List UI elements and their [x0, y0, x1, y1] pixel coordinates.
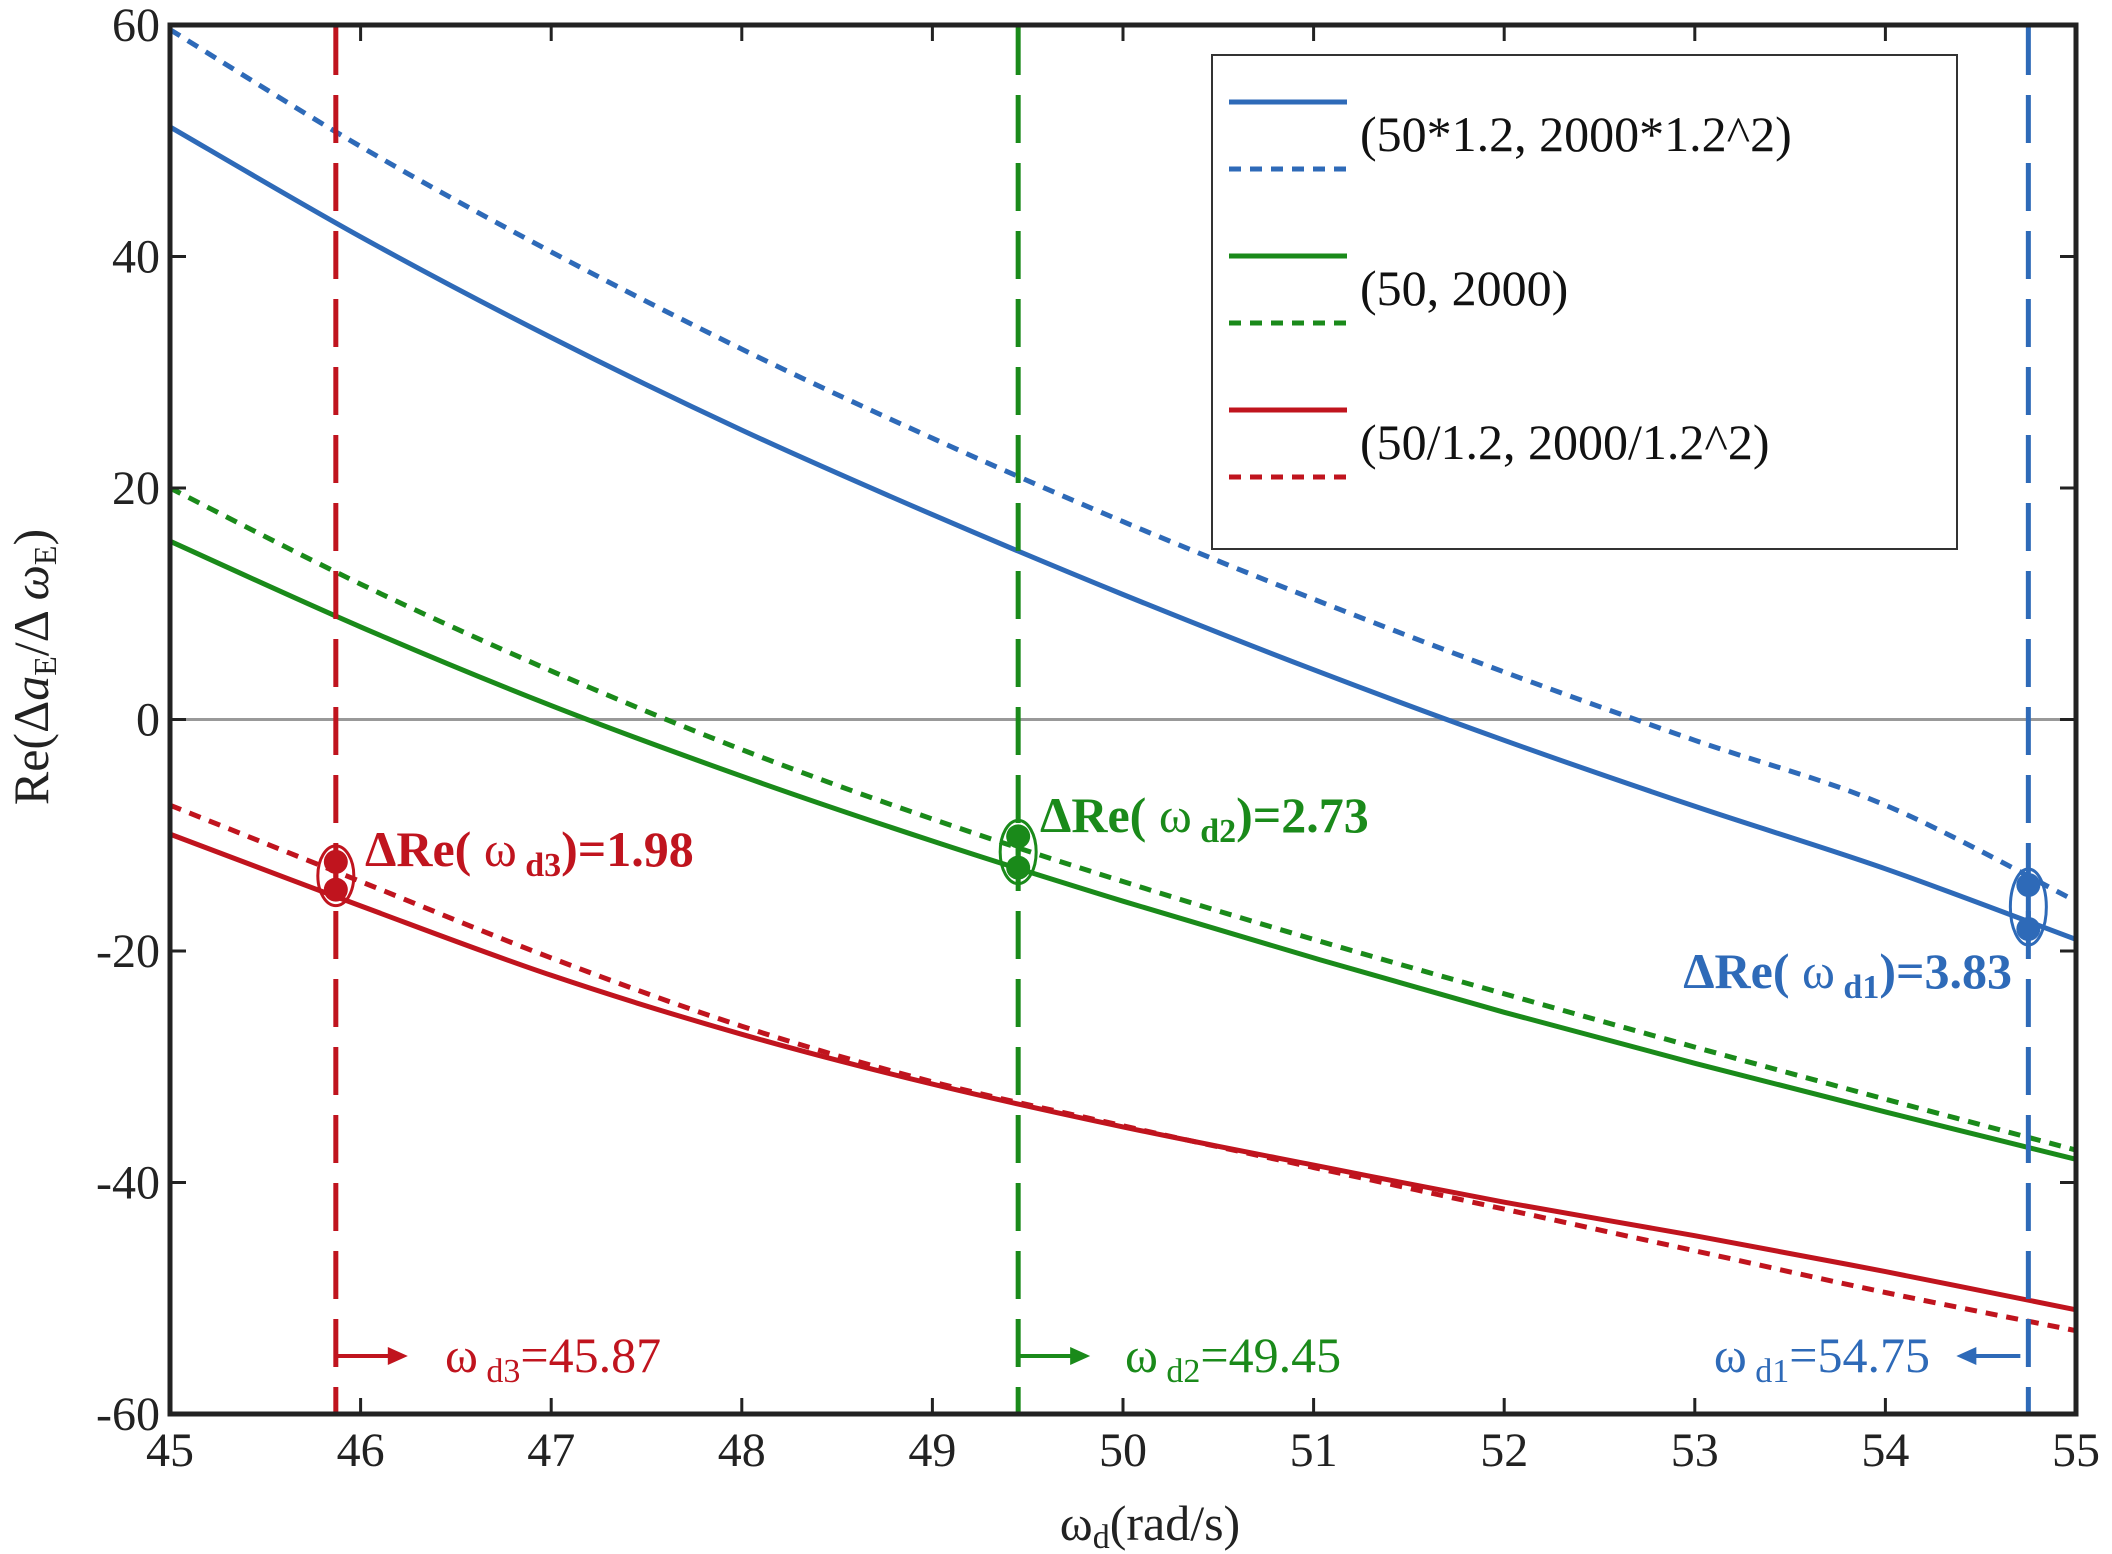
x-tick-label: 45: [146, 1424, 194, 1477]
legend-label-2: (50, 2000): [1360, 260, 1568, 316]
series-line-4-dashed: [168, 485, 2077, 1153]
legend: (50*1.2, 2000*1.2^2) (50, 2000) (50/1.2, 2…: [1211, 54, 1958, 550]
x-tick-label: 46: [337, 1424, 385, 1477]
x-axis-title: ωd(rad/s): [1060, 1495, 1240, 1554]
annotation-d2: ΔRe( ω d2)=2.73: [1040, 787, 1369, 850]
marker-point-dashed-d2: [1006, 824, 1031, 849]
marker-point-solid-d3: [323, 877, 348, 902]
omega-label-d3: ω d3=45.87: [445, 1327, 661, 1390]
marker-ellipse-d3: [316, 844, 356, 908]
marker-ellipse-d2: [998, 818, 1038, 886]
x-tick-label: 50: [1099, 1424, 1147, 1477]
legend-box: [1211, 54, 1958, 550]
x-tick-label: 55: [2052, 1424, 2100, 1477]
y-tick-label: -60: [96, 1388, 160, 1441]
x-tick-label: 47: [527, 1424, 575, 1477]
legend-label-3: (50/1.2, 2000/1.2^2): [1360, 414, 1770, 470]
series-line-1-solid: [168, 124, 2077, 942]
omega-label-d2: ω d2=49.45: [1125, 1327, 1341, 1390]
x-tick-label: 48: [718, 1424, 766, 1477]
series-line-6-dashed: [169, 802, 2077, 1334]
y-tick-label: 40: [112, 231, 160, 284]
tick-layer: 45 46 47 48 49 50 51 52 53 54 55 -60 -40 -20 0 20 40 60: [96, 0, 2100, 1477]
marker-point-solid-d1: [2016, 917, 2041, 942]
arrow-head-d1: [1956, 1347, 1977, 1365]
series-line-3-solid: [168, 538, 2077, 1162]
x-tick-label: 52: [1480, 1424, 1528, 1477]
marker-point-dashed-d1: [2016, 873, 2041, 898]
omega-label-d1: ω d1=54.75: [1714, 1327, 1930, 1390]
marker-point-dashed-d3: [323, 849, 348, 874]
y-tick-label: 0: [136, 694, 160, 747]
marker-point-solid-d2: [1006, 855, 1031, 880]
legend-label-1: (50*1.2, 2000*1.2^2): [1360, 106, 1792, 162]
y-tick-label: 60: [112, 0, 160, 52]
y-tick-label: -40: [96, 1157, 160, 1210]
marker-ellipse-d1: [2008, 867, 2048, 947]
series-line-2-dashed: [168, 27, 2078, 904]
series-layer: [168, 27, 2078, 1334]
marker-layer: ΔRe( ω d3)=1.98 ω d3=45.87 ΔRe( ω d2)=2.73…: [316, 27, 2048, 1412]
x-tick-label: 51: [1290, 1424, 1338, 1477]
x-tick-label: 54: [1861, 1424, 1909, 1477]
y-axis-title: Re(ΔaE/Δ ωE): [3, 529, 63, 805]
arrow-head-d2: [1070, 1347, 1091, 1365]
arrow-head-d3: [387, 1347, 408, 1365]
annotation-d3: ΔRe( ω d3)=1.98: [365, 821, 694, 884]
x-tick-label: 49: [908, 1424, 956, 1477]
x-tick-label: 53: [1671, 1424, 1719, 1477]
y-tick-label: 20: [112, 462, 160, 515]
annotation-d1: ΔRe( ω d1)=3.83: [1683, 943, 2012, 1006]
y-tick-label: -20: [96, 925, 160, 978]
